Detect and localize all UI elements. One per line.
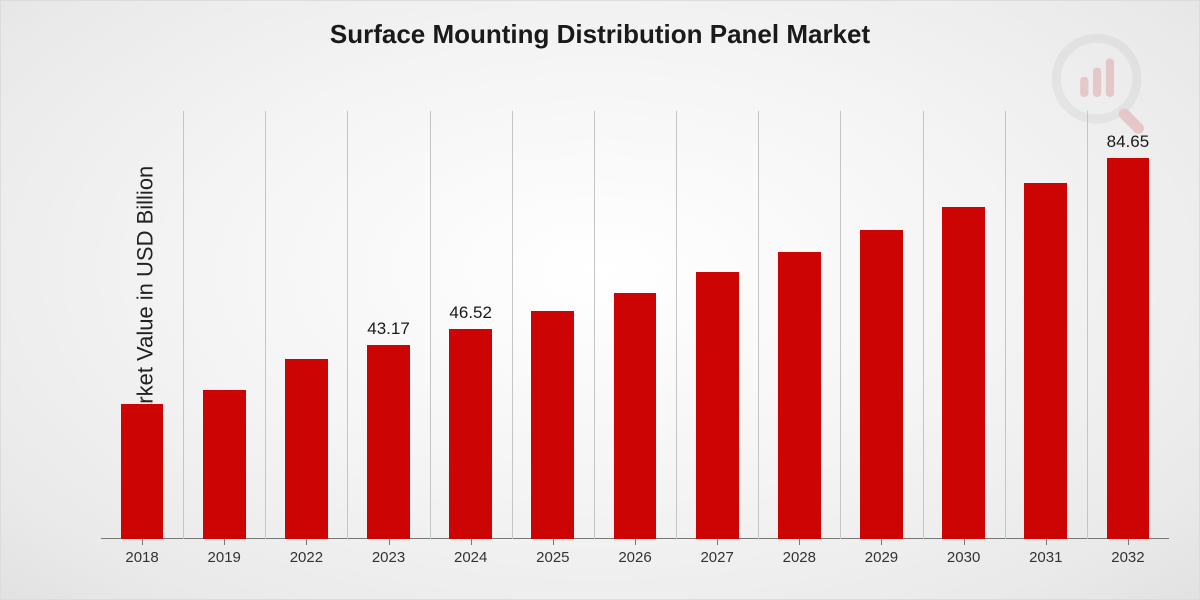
bar [531,311,574,539]
grid-line [512,111,513,539]
bar-group [121,404,164,539]
x-axis-tick-label: 2026 [618,539,651,566]
bar [942,207,985,539]
grid-line [1005,111,1006,539]
grid-line [676,111,677,539]
x-axis-tick-label: 2032 [1111,539,1144,566]
x-axis-tick-label: 2031 [1029,539,1062,566]
x-axis-tick-label: 2024 [454,539,487,566]
grid-line [840,111,841,539]
x-axis-tick-label: 2018 [125,539,158,566]
grid-line [758,111,759,539]
x-axis-tick-label: 2019 [208,539,241,566]
plot-area: 20182019202243.17202346.5220242025202620… [101,111,1169,539]
bar-group: 43.17 [367,345,410,539]
grid-line [430,111,431,539]
grid-line [347,111,348,539]
x-axis-tick-label: 2029 [865,539,898,566]
bar [121,404,164,539]
bar-value-label: 84.65 [1107,132,1150,158]
chart-title: Surface Mounting Distribution Panel Mark… [1,19,1199,50]
bar-group [614,293,657,539]
bar [203,390,246,539]
grid-line [923,111,924,539]
bar [860,230,903,539]
x-axis-tick-label: 2022 [290,539,323,566]
grid-line [183,111,184,539]
bar [449,329,492,539]
grid-line [265,111,266,539]
bar [1024,183,1067,539]
bar [285,359,328,539]
bar-group [778,252,821,539]
bar [696,272,739,539]
bar-group [1024,183,1067,539]
x-axis-tick-label: 2027 [700,539,733,566]
bar [367,345,410,539]
bar-value-label: 43.17 [367,319,410,345]
bar [778,252,821,539]
bar-group [203,390,246,539]
bar [614,293,657,539]
x-axis-tick-label: 2030 [947,539,980,566]
x-axis-tick-label: 2025 [536,539,569,566]
bar-group: 84.65 [1107,158,1150,539]
grid-line [594,111,595,539]
x-axis-tick-label: 2023 [372,539,405,566]
bar-group [285,359,328,539]
bar-group [696,272,739,539]
chart-canvas: Surface Mounting Distribution Panel Mark… [0,0,1200,600]
bar-group [531,311,574,539]
bar-value-label: 46.52 [449,303,492,329]
bar [1107,158,1150,539]
bar-group [942,207,985,539]
bar-group: 46.52 [449,329,492,539]
grid-line [1087,111,1088,539]
bar-group [860,230,903,539]
x-axis-tick-label: 2028 [783,539,816,566]
